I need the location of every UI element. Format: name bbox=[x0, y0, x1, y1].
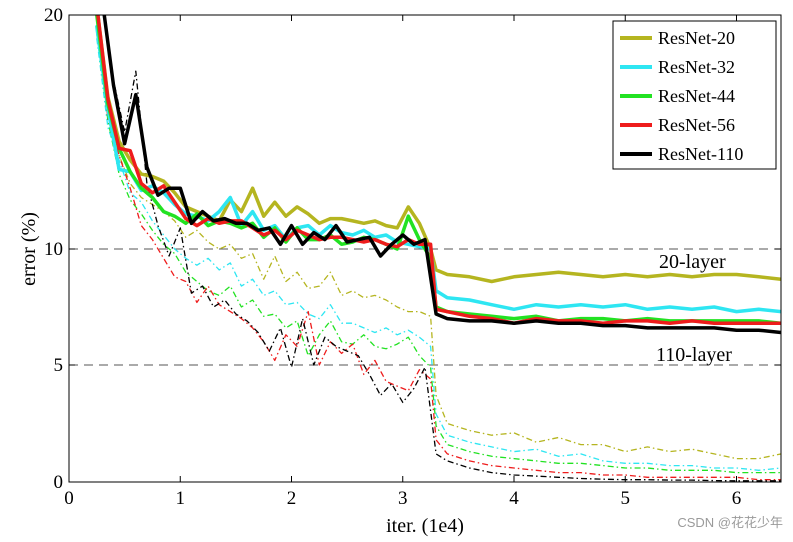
x-tick-label-1: 1 bbox=[176, 488, 186, 509]
x-tick-label-6: 6 bbox=[732, 488, 742, 509]
train-line-resnet-56 bbox=[96, 28, 781, 481]
annotation-20-layer: 20-layer bbox=[659, 251, 726, 273]
x-tick-label-0: 0 bbox=[64, 488, 74, 509]
annotation-110-layer: 110-layer bbox=[656, 344, 732, 366]
legend-label-resnet-44: ResNet-44 bbox=[658, 86, 735, 106]
test-line-resnet-110 bbox=[102, 15, 781, 335]
x-tick-label-2: 2 bbox=[287, 488, 297, 509]
y-tick-label-5: 5 bbox=[54, 355, 64, 376]
series-lines bbox=[95, 15, 781, 482]
y-tick-label-0: 0 bbox=[54, 472, 64, 493]
x-tick-label-3: 3 bbox=[398, 488, 408, 509]
legend-label-resnet-110: ResNet-110 bbox=[658, 144, 743, 164]
train-line-resnet-32 bbox=[96, 38, 781, 471]
legend-label-resnet-20: ResNet-20 bbox=[658, 28, 735, 48]
train-line-resnet-44 bbox=[96, 33, 781, 474]
axis-ticks: 0 1 2 3 4 5 6 0 5 10 20 bbox=[44, 5, 781, 509]
legend-label-resnet-56: ResNet-56 bbox=[658, 115, 735, 135]
x-axis-label: iter. (1e4) bbox=[386, 515, 464, 537]
x-tick-label-5: 5 bbox=[621, 488, 631, 509]
test-line-resnet-32 bbox=[95, 24, 781, 314]
y-tick-label-20: 20 bbox=[44, 5, 63, 26]
legend: ResNet-20 ResNet-32 ResNet-44 ResNet-56 ResN… bbox=[612, 20, 777, 170]
train-line-resnet-20 bbox=[96, 26, 781, 460]
watermark: CSDN @花花少年 bbox=[677, 515, 783, 530]
y-tick-label-10: 10 bbox=[44, 239, 63, 260]
y-axis-label: error (%) bbox=[18, 212, 40, 286]
legend-label-resnet-32: ResNet-32 bbox=[658, 57, 735, 77]
train-line-resnet-110 bbox=[103, 15, 781, 482]
x-tick-label-4: 4 bbox=[509, 488, 519, 509]
